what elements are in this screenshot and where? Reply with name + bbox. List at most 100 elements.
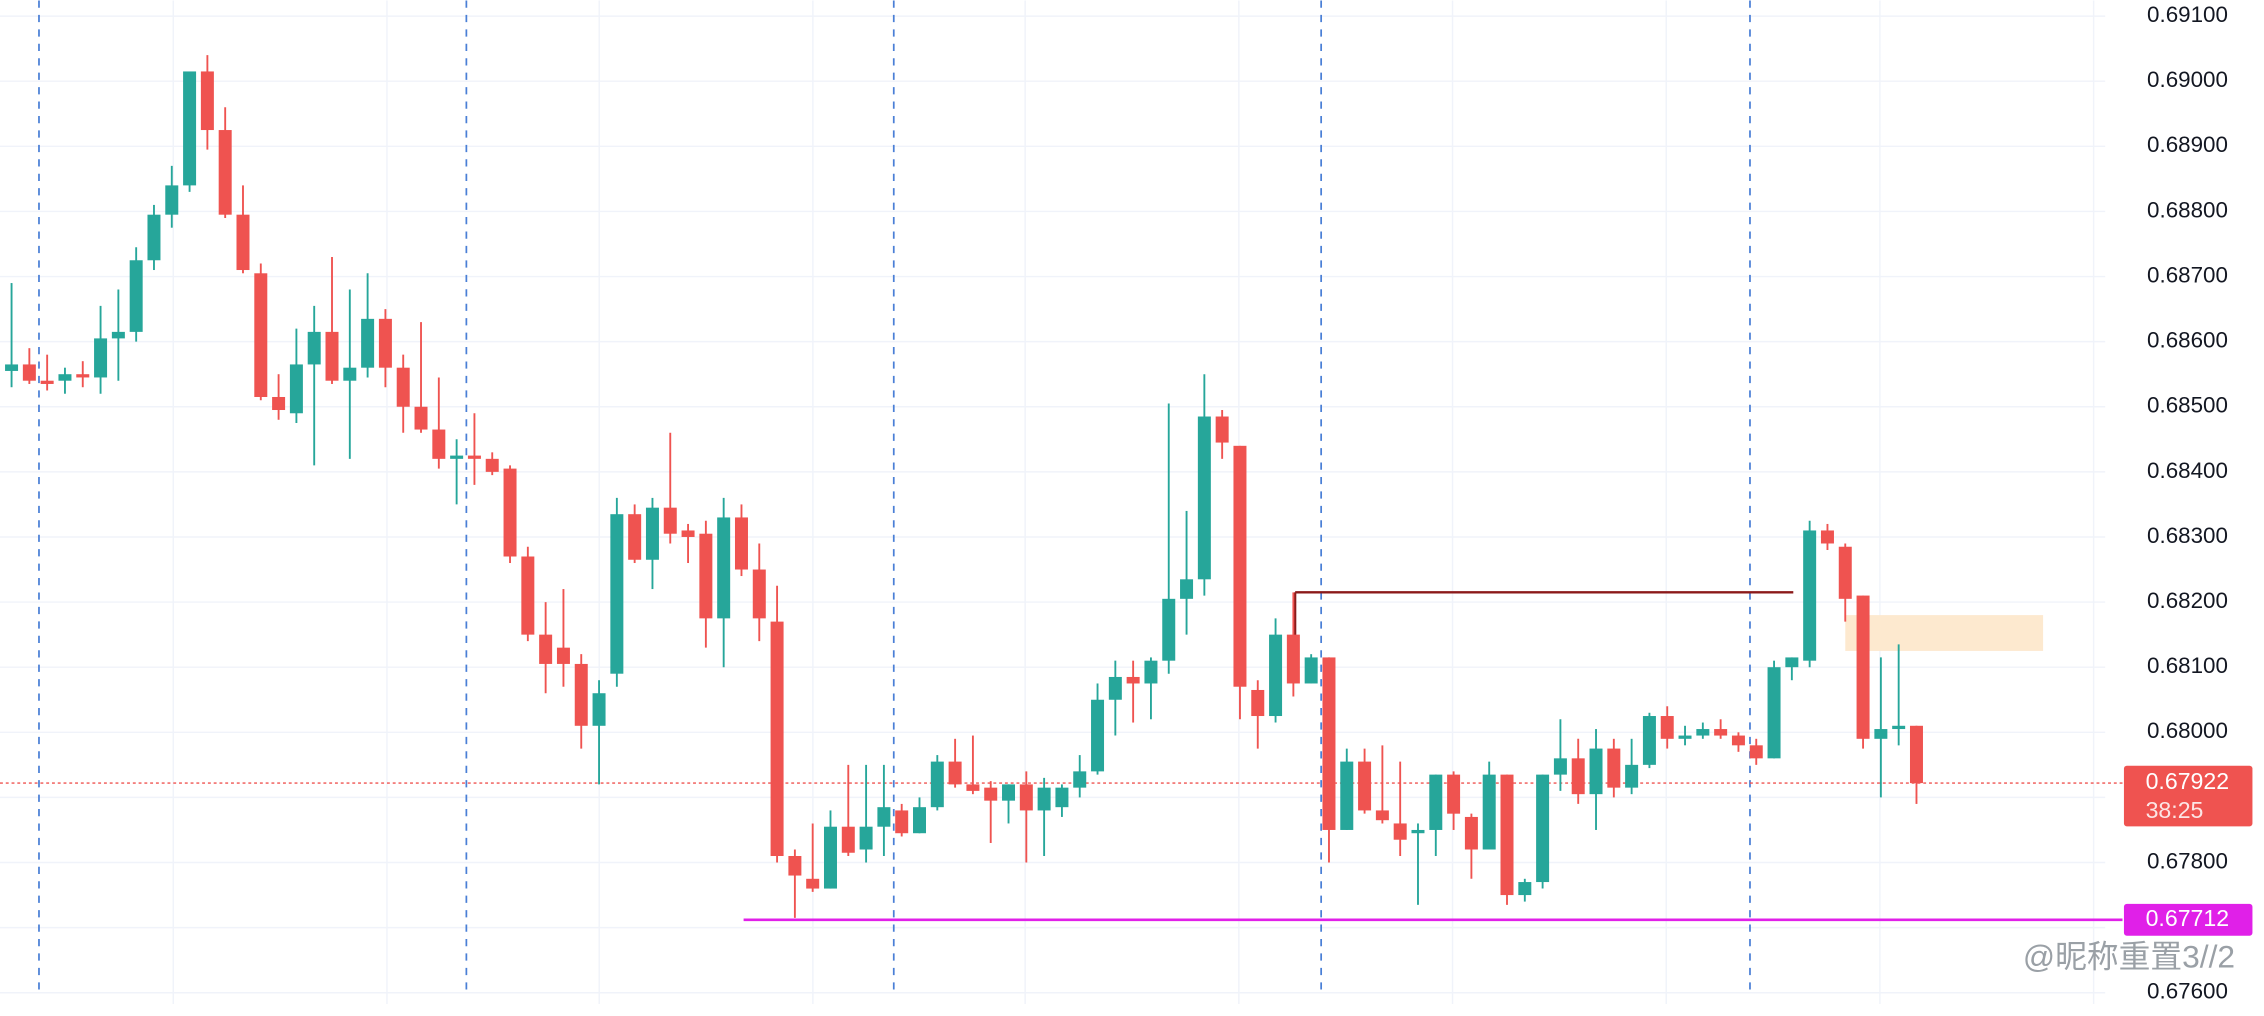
candle-body xyxy=(94,338,108,378)
candle-body xyxy=(1803,530,1817,661)
candle-body xyxy=(681,530,695,537)
candle-body xyxy=(1447,774,1461,814)
watermark: @昵称重置3//2 xyxy=(2023,939,2235,975)
candle-body xyxy=(1642,716,1656,765)
candle-body xyxy=(1660,716,1674,739)
candle-body xyxy=(414,406,428,430)
candle-body xyxy=(823,826,837,889)
candle-body xyxy=(930,761,944,808)
candle-body xyxy=(1180,579,1194,599)
y-tick-label: 0.68600 xyxy=(2147,328,2228,353)
candle-body xyxy=(877,807,891,827)
zone xyxy=(1845,615,2044,651)
candle-body xyxy=(1838,546,1852,599)
candle-body xyxy=(1785,657,1799,668)
candle-body xyxy=(254,273,268,397)
candle-body xyxy=(770,621,784,857)
y-tick-label: 0.69100 xyxy=(2147,2,2228,27)
candle-body xyxy=(734,517,748,570)
last-price-label: 0.67922 xyxy=(2146,768,2229,794)
candle-body xyxy=(1625,764,1639,788)
candle-body xyxy=(1215,416,1229,443)
session-separators xyxy=(38,0,1751,997)
candle-body xyxy=(22,364,36,381)
candle-body xyxy=(1108,676,1122,700)
y-tick-label: 0.68000 xyxy=(2147,718,2228,743)
y-tick-label: 0.69000 xyxy=(2147,67,2228,92)
candle-body xyxy=(1464,816,1478,850)
candle-body xyxy=(1162,598,1176,661)
candle-body xyxy=(556,647,570,664)
candle-body xyxy=(1358,761,1372,811)
candle-body xyxy=(788,856,802,876)
candle-body xyxy=(1607,748,1621,788)
candle-body xyxy=(966,784,980,791)
candle-body xyxy=(378,318,392,368)
y-tick-label: 0.68300 xyxy=(2147,523,2228,548)
candle-body xyxy=(450,455,464,459)
candle-body xyxy=(76,374,90,378)
candle-body xyxy=(699,533,713,619)
candle-body xyxy=(574,663,588,726)
last-price-box xyxy=(2123,765,2253,827)
candle-body xyxy=(1144,660,1158,684)
candle-body xyxy=(1696,729,1710,736)
support-price-box xyxy=(2123,903,2253,936)
candle-body xyxy=(1500,774,1514,896)
candle-body xyxy=(895,810,909,834)
y-tick-label: 0.68800 xyxy=(2147,197,2228,222)
candle-body xyxy=(1073,771,1087,788)
candle-body xyxy=(111,331,125,339)
candle-body xyxy=(5,364,19,371)
candle-body xyxy=(361,318,375,368)
candle-body xyxy=(467,455,481,459)
candle-body xyxy=(984,787,998,801)
candle-body xyxy=(1037,787,1051,811)
candle-body xyxy=(1536,774,1550,883)
candle-body xyxy=(1909,725,1923,784)
candle-body xyxy=(485,458,499,472)
y-tick-label: 0.68500 xyxy=(2147,393,2228,418)
candle-body xyxy=(1553,758,1567,775)
candle-body xyxy=(1340,761,1354,830)
candle-body xyxy=(1731,735,1745,746)
candle-body xyxy=(1856,595,1870,739)
candle-body xyxy=(1892,725,1906,730)
candle-body xyxy=(432,429,446,459)
candle-body xyxy=(1714,729,1728,736)
candle-body xyxy=(1571,758,1585,795)
candle-body xyxy=(1055,787,1069,808)
y-tick-label: 0.68900 xyxy=(2147,132,2228,157)
y-tick-label: 0.67800 xyxy=(2147,848,2228,873)
candle-body xyxy=(396,367,410,407)
candle-body xyxy=(165,185,179,215)
candle-body xyxy=(1002,784,1016,801)
candle-body xyxy=(307,331,321,365)
y-tick-label: 0.68200 xyxy=(2147,588,2228,613)
y-tick-label: 0.67600 xyxy=(2147,979,2228,1004)
candle-body xyxy=(147,214,161,261)
candle-body xyxy=(1678,735,1692,739)
candle-body xyxy=(1411,829,1425,834)
candle-body xyxy=(717,517,731,619)
candle-body xyxy=(1322,657,1336,830)
candle-body xyxy=(1233,445,1247,687)
candle-body xyxy=(1820,530,1834,544)
support-price-label: 0.67712 xyxy=(2146,905,2229,931)
countdown-label: 38:25 xyxy=(2146,797,2204,823)
candle-body xyxy=(1251,689,1265,717)
y-tick-label: 0.68100 xyxy=(2147,653,2228,678)
candle-body xyxy=(218,130,232,215)
candle-body xyxy=(1482,774,1496,850)
candle-body xyxy=(40,380,54,384)
candle-body xyxy=(1375,810,1389,821)
candle-body xyxy=(628,514,642,560)
candle-body xyxy=(272,396,286,411)
candle-body xyxy=(1749,745,1763,759)
candle-body xyxy=(1767,667,1781,759)
y-tick-label: 0.68700 xyxy=(2147,262,2228,287)
grid xyxy=(0,0,2106,1004)
candle-body xyxy=(1286,634,1300,684)
candle-body xyxy=(200,71,214,131)
y-tick-label: 0.68400 xyxy=(2147,458,2228,483)
